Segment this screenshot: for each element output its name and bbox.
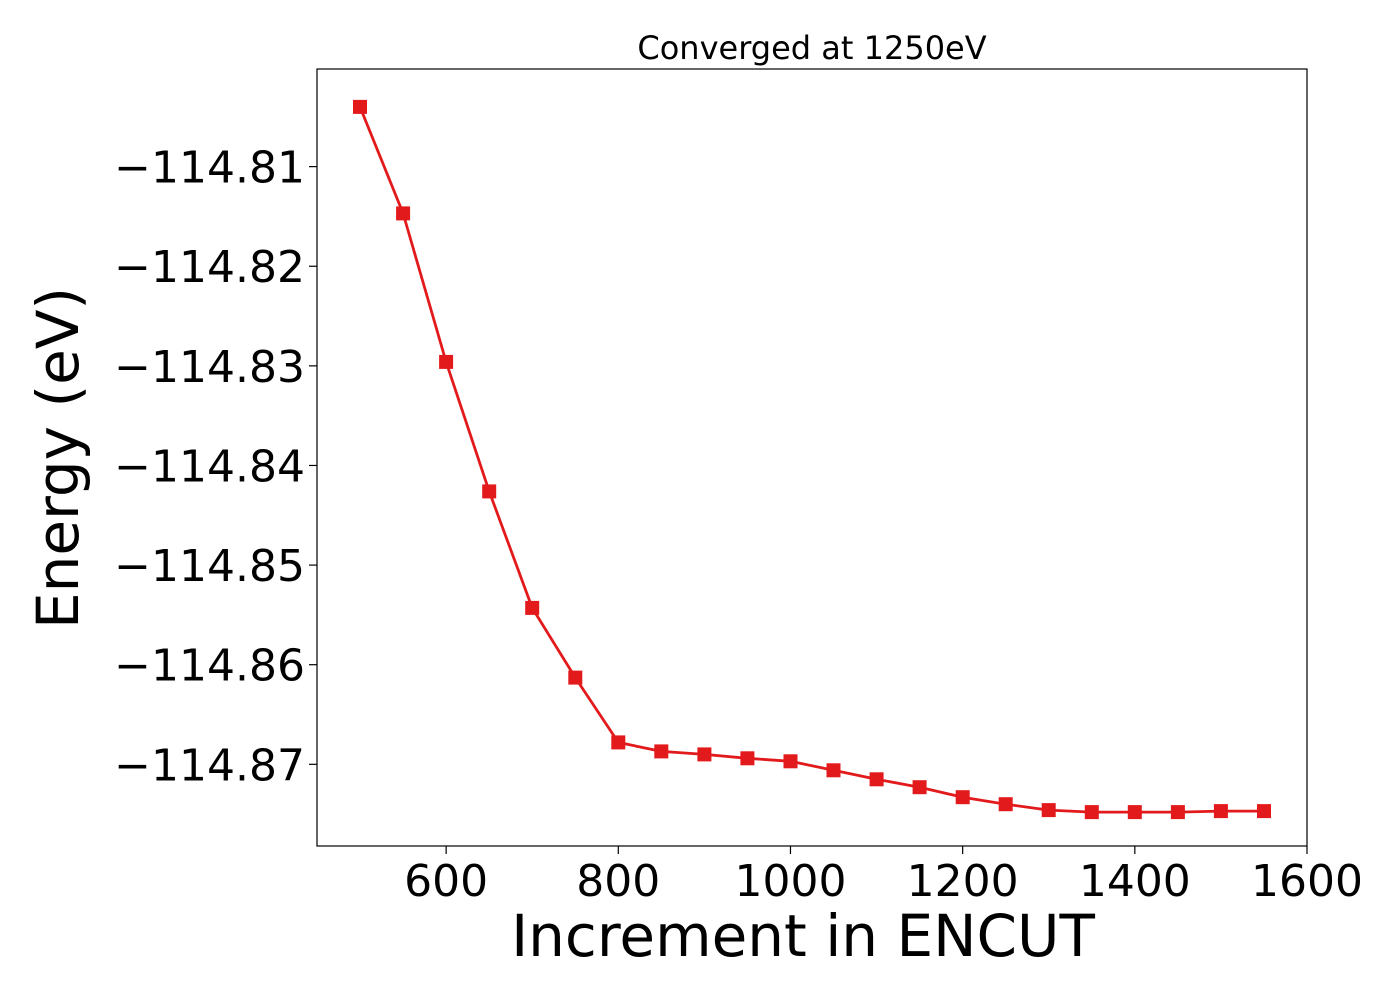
y-axis-label: Energy (eV) (24, 287, 92, 629)
data-point-marker (525, 600, 540, 615)
data-point-marker (439, 354, 454, 369)
data-point-marker (1257, 804, 1271, 819)
data-point-marker (1127, 805, 1142, 820)
y-tick-label: −114.83 (114, 342, 305, 393)
x-tick-label: 800 (576, 856, 660, 907)
y-tick-label: −114.84 (114, 441, 305, 492)
data-point-marker (1041, 803, 1056, 818)
series-line (358, 106, 1264, 814)
y-tick-label: −114.87 (114, 740, 305, 791)
y-tick-label: −114.85 (114, 541, 305, 592)
data-point-marker (912, 780, 927, 795)
ticks-layer: 600 800 1000 1200 1400 1600 −114.81 −114.82 −114… (114, 143, 1363, 907)
x-tick-label: 1200 (907, 856, 1019, 907)
x-tick-label: 1000 (734, 856, 846, 907)
chart-title: Converged at 1250eV (637, 29, 986, 67)
y-tick-label: −114.81 (114, 143, 305, 194)
data-point-marker (826, 763, 841, 778)
y-tick-label: −114.86 (114, 641, 305, 692)
data-point-marker (1170, 805, 1185, 820)
data-point-marker (353, 99, 367, 114)
x-tick-label: 600 (404, 856, 488, 907)
data-point-marker (783, 754, 798, 769)
data-point-marker (697, 747, 712, 762)
data-point-marker (568, 670, 583, 685)
plot-layer (353, 99, 1271, 820)
plot-frame (316, 68, 1308, 847)
data-point-marker (998, 797, 1013, 812)
data-point-marker (955, 790, 970, 805)
x-tick-label: 1400 (1079, 856, 1191, 907)
data-point-marker (740, 751, 755, 766)
data-point-marker (611, 735, 626, 750)
data-point-marker (654, 744, 669, 759)
y-tick-label: −114.82 (114, 242, 305, 293)
data-point-marker (396, 206, 411, 221)
x-tick-label: 1600 (1251, 856, 1363, 907)
x-axis-label: Increment in ENCUT (511, 902, 1095, 970)
data-point-marker (1213, 804, 1228, 819)
data-point-marker (869, 772, 884, 787)
data-point-marker (1084, 805, 1099, 820)
data-point-marker (482, 484, 497, 499)
